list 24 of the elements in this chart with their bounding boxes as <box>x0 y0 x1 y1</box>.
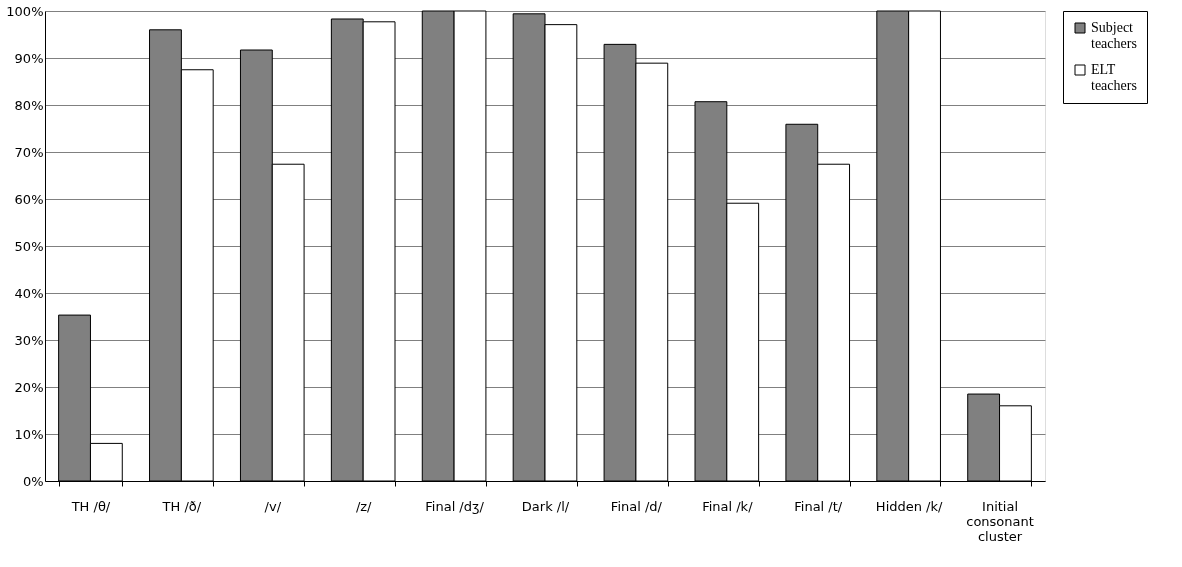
y-tick-label: 40% <box>14 285 44 301</box>
x-tick-label: Hidden /k/ <box>875 498 944 514</box>
y-tick-label: 10% <box>14 426 44 442</box>
y-tick-label: 60% <box>14 191 44 207</box>
x-tick-label: TH /ð/ <box>161 498 202 514</box>
y-tick-label: 70% <box>14 144 44 160</box>
x-tick-label: /z/ <box>355 498 373 514</box>
x-tick-label: TH /θ/ <box>70 498 111 514</box>
y-tick-label: 90% <box>14 50 44 66</box>
x-tick-label: Final /k/ <box>702 498 754 514</box>
x-tick-label: Final /d/ <box>610 498 663 514</box>
y-tick-label: 20% <box>14 379 44 395</box>
y-tick-label: 80% <box>14 97 44 113</box>
x-tick-label: Initial consonant cluster <box>966 498 1034 544</box>
legend-label: ELT teachers <box>1091 62 1137 93</box>
x-tick-label: Final /t/ <box>794 498 843 514</box>
y-tick-label: 0% <box>22 473 44 489</box>
y-tick-label: 100% <box>6 3 44 19</box>
x-tick-label: Final /dʒ/ <box>425 498 485 514</box>
y-tick-label: 30% <box>14 332 44 348</box>
x-tick-label: /v/ <box>264 498 282 514</box>
x-tick-label: Dark /l/ <box>521 498 570 514</box>
legend-label: Subject teachers <box>1091 20 1137 51</box>
y-tick-label: 50% <box>14 238 44 254</box>
